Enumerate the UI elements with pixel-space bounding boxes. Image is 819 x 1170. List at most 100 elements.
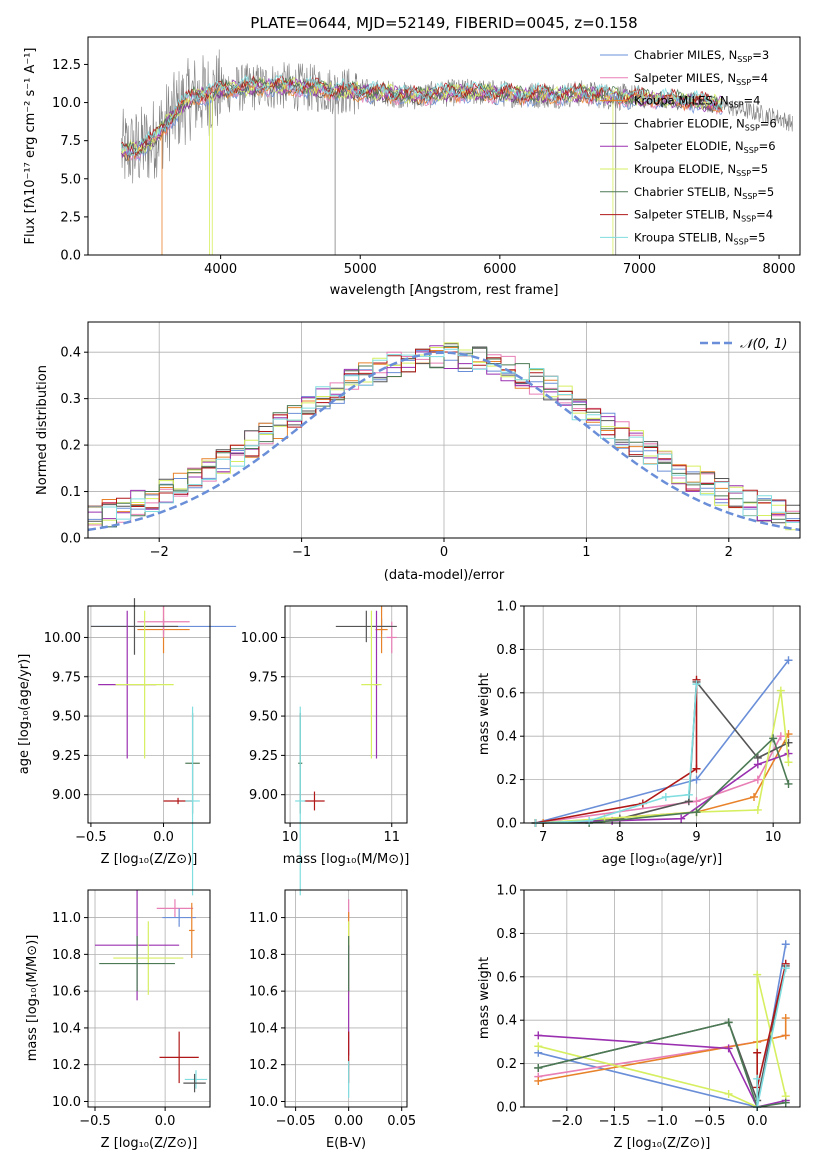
- weight-vs-age-xlabel: age [log₁₀(age/yr)]: [602, 852, 723, 867]
- weight-line-chabrier-stelib: [538, 1021, 786, 1108]
- x-tick-label: 5000: [344, 262, 377, 277]
- residual-panel: −2 −1 0 1 2 0.0 0.1 0.2 0.3 0.4 (data-model)/erro…: [35, 321, 801, 583]
- legend-label-text: Chabrier MILES, N: [634, 48, 737, 62]
- legend-label-salpeter-elodie: Salpeter ELODIE, NSSP=6: [634, 139, 776, 155]
- legend-label-value: =3: [752, 48, 769, 62]
- age-vs-z-axes-frame: [87, 605, 211, 824]
- x-tick-label: 7000: [623, 262, 656, 277]
- mass-vs-z-xlabel: Z [log₁₀(Z/Z⊙)]: [101, 1136, 198, 1151]
- weight-vs-z-panel: −2.0 −1.5 −1.0 −0.5 0.0 0.0 0.2 0.4 0.6 0.8 1.0 Z …: [477, 884, 801, 1151]
- legend-label-text: Chabrier ELODIE, N: [634, 116, 745, 130]
- y-tick-label: 9.00: [249, 788, 278, 803]
- histogram-kroupa-elodie: [88, 342, 800, 531]
- legend-label-salpeter-stelib: Salpeter STELIB, NSSP=4: [634, 208, 773, 224]
- legend-label-subscript: SSP: [734, 237, 749, 246]
- age-vs-mass-panel: 10 11 9.00 9.25 9.50 9.75 10.00 mass [log₁₀(M/…: [241, 605, 410, 896]
- legend-label-text: Salpeter STELIB, N: [634, 208, 741, 222]
- weight-vs-z-ylabel: mass weight: [477, 957, 492, 1039]
- y-tick-label: 10.0: [52, 96, 81, 111]
- y-tick-label: 10.00: [241, 631, 278, 646]
- age-vs-z-ylabel: age [log₁₀(age/yr)]: [17, 654, 32, 775]
- y-tick-label: 0.2: [60, 439, 81, 454]
- weight-marker-chabrier-stelib: [692, 808, 701, 817]
- residual-ylabel: Normed distribution: [35, 365, 50, 495]
- legend-label-value: =4: [756, 208, 773, 222]
- legend-label-text: Kroupa STELIB, N: [634, 230, 734, 244]
- y-tick-label: 10.2: [249, 1058, 278, 1073]
- y-tick-label: 10.4: [249, 1021, 278, 1036]
- y-tick-label: 5.0: [60, 172, 81, 187]
- x-tick-label: −2: [150, 545, 169, 560]
- y-tick-label: 7.5: [60, 134, 81, 149]
- y-tick-label: 10.00: [44, 631, 81, 646]
- weight-marker-chabrier-stelib: [784, 779, 793, 788]
- weight-marker-salpeter-elodie: [534, 1031, 543, 1040]
- y-tick-label: 2.5: [60, 210, 81, 225]
- legend-label-text: Kroupa MILES, N: [634, 94, 729, 108]
- age-vs-z-xlabel: Z [log₁₀(Z/Z⊙)]: [101, 852, 198, 867]
- y-tick-label: 0.3: [60, 392, 81, 407]
- mass-vs-z-panel: −0.5 0.0 10.0 10.2 10.4 10.6 10.8 11.0 Z [log₁₀…: [25, 889, 211, 1151]
- x-tick-label: 7: [539, 830, 547, 845]
- y-tick-label: 0.0: [60, 249, 81, 264]
- residual-legend: 𝒩(0, 1): [700, 337, 787, 352]
- weight-marker-kroupa-miles: [781, 1031, 790, 1040]
- x-tick-label: −0.05: [276, 1114, 316, 1129]
- weight-vs-age-ylabel: mass weight: [477, 673, 492, 755]
- weight-vs-age-axes-frame: [523, 605, 801, 824]
- y-tick-label: 11.0: [52, 911, 81, 926]
- y-tick-label: 0.0: [496, 1101, 517, 1116]
- weight-marker-kroupa-elodie: [724, 1089, 733, 1098]
- model-spectrum-salpeter-stelib: [121, 75, 723, 157]
- x-tick-label: −2.0: [551, 1114, 583, 1129]
- y-tick-label: 0.8: [496, 927, 517, 942]
- y-tick-label: 10.0: [52, 1095, 81, 1110]
- legend-label-subscript: SSP: [745, 123, 760, 132]
- legend-label-value: =6: [760, 116, 777, 130]
- weight-marker-chabrier-stelib: [724, 1018, 733, 1027]
- x-tick-label: −0.5: [75, 830, 107, 845]
- weight-marker-salpeter-stelib: [692, 764, 701, 773]
- y-tick-label: 0.4: [60, 346, 81, 361]
- legend-label-value: =5: [757, 185, 774, 199]
- x-tick-label: 0.00: [334, 1114, 363, 1129]
- x-tick-label: 9: [692, 830, 700, 845]
- weight-line-salpeter-stelib: [535, 679, 698, 824]
- y-tick-label: 0.2: [496, 1057, 517, 1072]
- x-tick-label: 0.0: [747, 1114, 768, 1129]
- x-tick-label: 0.05: [387, 1114, 416, 1129]
- weight-vs-z-xlabel: Z [log₁₀(Z/Z⊙)]: [614, 1136, 711, 1151]
- weight-marker-kroupa-stelib: [684, 790, 693, 799]
- legend-label-value: =4: [751, 71, 768, 85]
- y-tick-label: 12.5: [52, 58, 81, 73]
- mass-vs-ebv-axes-frame: [284, 889, 408, 1108]
- normal-distribution-curve: [87, 351, 801, 532]
- y-tick-label: 0.4: [496, 730, 517, 745]
- legend-label-subscript: SSP: [729, 101, 744, 110]
- legend-label-subscript: SSP: [744, 146, 759, 155]
- y-tick-label: 10.0: [249, 1095, 278, 1110]
- spectrum-axes-frame: [87, 36, 801, 256]
- legend-label-text: Kroupa ELODIE, N: [634, 162, 736, 176]
- y-tick-label: 10.6: [249, 985, 278, 1000]
- spectrum-panel: PLATE=0644, MJD=52149, FIBERID=0045, z=0…: [23, 14, 801, 298]
- legend-label-value: =5: [751, 162, 768, 176]
- y-tick-label: 0.4: [496, 1014, 517, 1029]
- weight-marker-kroupa-stelib: [692, 680, 701, 689]
- age-vs-mass-xlabel: mass [log₁₀(M/M⊙)]: [283, 852, 410, 867]
- x-tick-label: 6000: [483, 262, 516, 277]
- legend-label-kroupa-stelib: Kroupa STELIB, NSSP=5: [634, 230, 765, 246]
- model-spectrum-chabrier-stelib: [121, 75, 723, 156]
- legend-label-chabrier-miles: Chabrier MILES, NSSP=3: [634, 48, 769, 64]
- legend-label-subscript: SSP: [737, 55, 752, 64]
- y-tick-label: 9.75: [52, 670, 81, 685]
- y-tick-label: 9.50: [52, 710, 81, 725]
- normal-legend-label: 𝒩(0, 1): [740, 337, 787, 352]
- legend-label-text: Salpeter MILES, N: [634, 71, 736, 85]
- legend-label-kroupa-miles: Kroupa MILES, NSSP=4: [634, 94, 760, 110]
- x-tick-label: −1.5: [599, 1114, 631, 1129]
- weight-marker-kroupa-stelib: [781, 964, 790, 973]
- weight-marker-kroupa-stelib: [661, 792, 670, 801]
- y-tick-label: 0.0: [496, 817, 517, 832]
- weight-marker-chabrier-miles: [781, 940, 790, 949]
